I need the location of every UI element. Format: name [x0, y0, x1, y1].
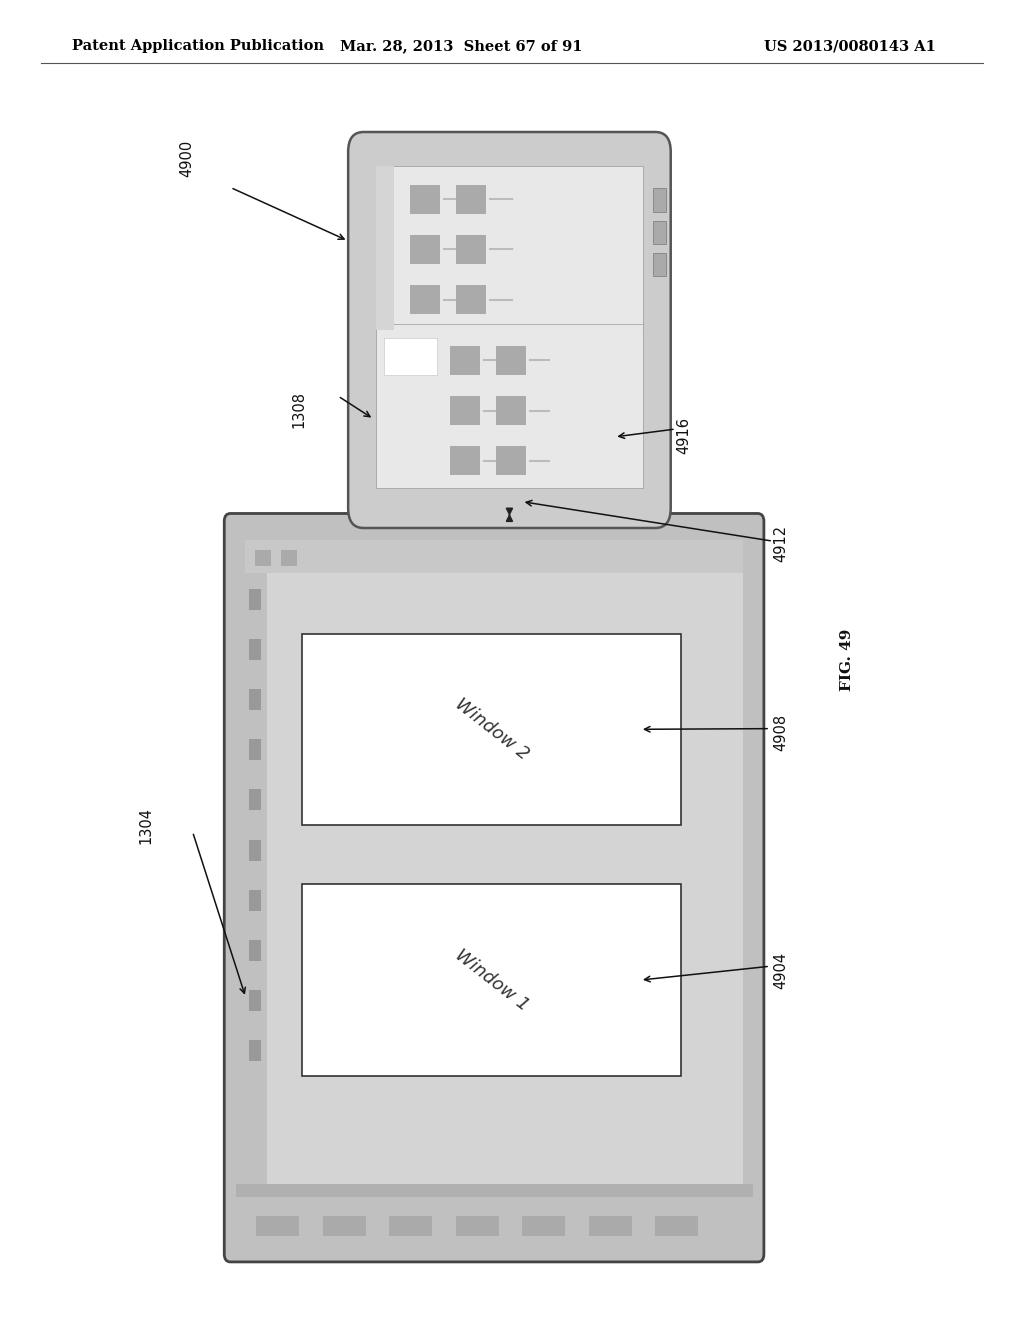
Bar: [589, 1216, 632, 1236]
Bar: [655, 1216, 698, 1236]
Bar: [410, 285, 440, 314]
Bar: [249, 990, 261, 1011]
Bar: [249, 689, 261, 710]
Bar: [456, 235, 486, 264]
FancyBboxPatch shape: [348, 132, 671, 528]
Bar: [456, 285, 486, 314]
Text: US 2013/0080143 A1: US 2013/0080143 A1: [764, 40, 936, 53]
Bar: [245, 540, 743, 1196]
Bar: [249, 1040, 261, 1061]
Text: 4916: 4916: [676, 417, 691, 454]
Text: 1304: 1304: [138, 807, 154, 843]
Bar: [389, 1216, 432, 1236]
Bar: [410, 185, 440, 214]
Bar: [249, 840, 261, 861]
FancyBboxPatch shape: [224, 513, 764, 1262]
Bar: [450, 346, 480, 375]
Bar: [450, 446, 480, 475]
Bar: [376, 166, 643, 330]
Bar: [245, 573, 267, 1196]
Bar: [456, 1216, 499, 1236]
Bar: [245, 540, 743, 573]
Text: 4912: 4912: [773, 525, 788, 562]
Text: Window 2: Window 2: [452, 694, 531, 764]
Text: FIG. 49: FIG. 49: [840, 628, 854, 692]
Bar: [653, 189, 666, 213]
Text: Patent Application Publication: Patent Application Publication: [72, 40, 324, 53]
Bar: [255, 550, 271, 566]
Bar: [236, 1197, 753, 1243]
Bar: [450, 396, 480, 425]
Text: 1308: 1308: [292, 391, 307, 428]
Bar: [256, 1216, 299, 1236]
Bar: [249, 940, 261, 961]
Text: Window 1: Window 1: [452, 945, 531, 1015]
Text: 4900: 4900: [179, 140, 195, 177]
Bar: [653, 252, 666, 276]
Text: Mar. 28, 2013  Sheet 67 of 91: Mar. 28, 2013 Sheet 67 of 91: [340, 40, 582, 53]
Bar: [249, 890, 261, 911]
Bar: [522, 1216, 565, 1236]
Bar: [323, 1216, 366, 1236]
Bar: [496, 396, 526, 425]
Bar: [249, 639, 261, 660]
Bar: [236, 1184, 753, 1197]
Bar: [281, 550, 297, 566]
Bar: [496, 346, 526, 375]
Bar: [410, 235, 440, 264]
Bar: [249, 739, 261, 760]
Bar: [249, 789, 261, 810]
Bar: [496, 446, 526, 475]
Bar: [249, 589, 261, 610]
Bar: [376, 166, 394, 330]
Text: 4908: 4908: [773, 714, 788, 751]
Bar: [376, 325, 643, 488]
Bar: [456, 185, 486, 214]
Text: 4904: 4904: [773, 952, 788, 989]
Bar: [384, 338, 437, 375]
Bar: [302, 634, 681, 825]
Bar: [302, 884, 681, 1076]
Bar: [653, 220, 666, 244]
